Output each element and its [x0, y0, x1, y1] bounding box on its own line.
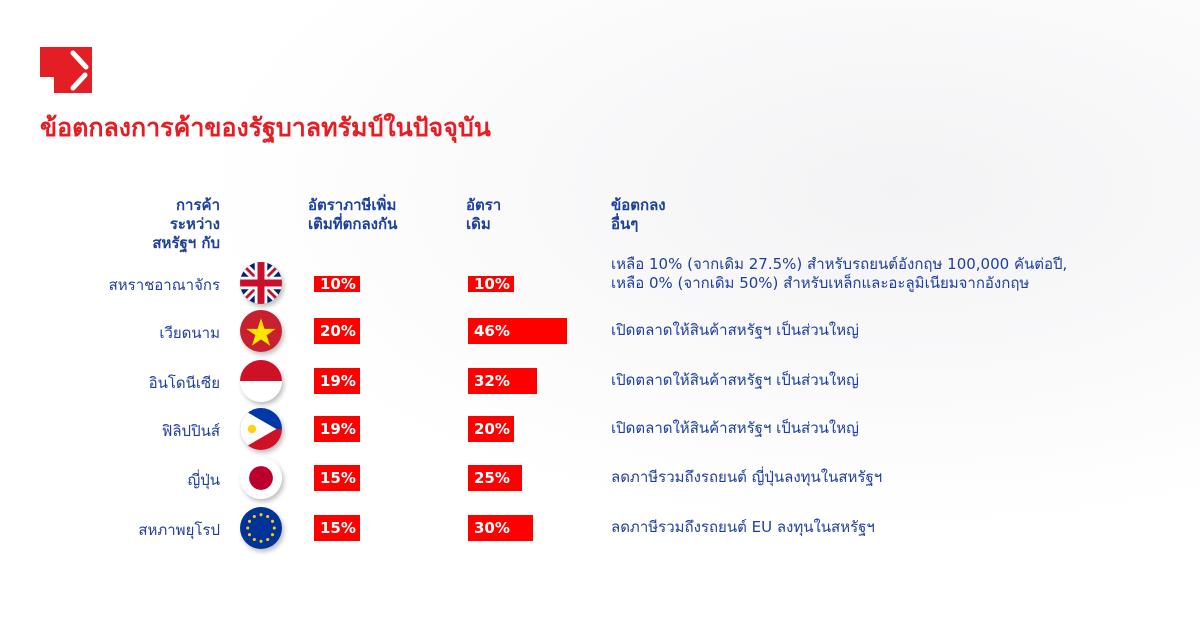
agreed-rate-label: 10% [320, 275, 356, 293]
philippines-flag-icon [240, 408, 282, 450]
table-row: เวียดนาม 20% 46% เปิดตลาดให้สินค้าสหรัฐฯ… [0, 309, 1200, 353]
header-original: อัตรา เดิม [466, 196, 501, 234]
original-rate-label: 46% [474, 322, 510, 340]
country-name: อินโดนีเซีย [148, 374, 220, 392]
country-name: เวียดนาม [159, 324, 220, 342]
header-line: สหรัฐฯ กับ [152, 234, 220, 252]
agreed-rate-label: 15% [320, 469, 356, 487]
uk-flag-icon [240, 262, 282, 304]
header-line: ระหว่าง [169, 215, 220, 233]
country-name: สหภาพยุโรป [138, 521, 220, 539]
original-rate-label: 25% [474, 469, 510, 487]
original-rate-bar: 32% [468, 368, 537, 394]
brand-logo [40, 47, 92, 93]
original-rate-label: 30% [474, 519, 510, 537]
indonesia-flag-icon [240, 360, 282, 402]
table-row: สหภาพยุโรป 15% 30% ลดภาษีรวมถึงรถยนต์ EU… [0, 506, 1200, 550]
agreed-rate-label: 15% [320, 519, 356, 537]
agreed-rate-bar: 19% [314, 368, 360, 394]
country-name: ญี่ปุ่น [187, 471, 220, 489]
other-agreement: เปิดตลาดให้สินค้าสหรัฐฯ เป็นส่วนใหญ่ [611, 419, 859, 438]
other-agreement: เปิดตลาดให้สินค้าสหรัฐฯ เป็นส่วนใหญ่ [611, 321, 859, 340]
header-line: อื่นๆ [611, 215, 639, 233]
agreed-rate-bar: 15% [314, 515, 360, 541]
original-rate-label: 32% [474, 372, 510, 390]
original-rate-bar: 25% [468, 465, 522, 491]
header-line: ข้อตกลง [611, 196, 666, 214]
original-rate-label: 20% [474, 420, 510, 438]
header-line: เดิม [466, 215, 491, 233]
original-rate-bar: 20% [468, 416, 514, 442]
agreed-rate-bar: 10% [314, 276, 360, 292]
agreed-rate-bar: 15% [314, 465, 360, 491]
page-title: ข้อตกลงการค้าของรัฐบาลทรัมป์ในปัจจุบัน [40, 113, 491, 142]
header-other: ข้อตกลง อื่นๆ [611, 196, 666, 234]
note-line: เปิดตลาดให้สินค้าสหรัฐฯ เป็นส่วนใหญ่ [611, 321, 859, 339]
agreed-rate-label: 19% [320, 372, 356, 390]
other-agreement: เปิดตลาดให้สินค้าสหรัฐฯ เป็นส่วนใหญ่ [611, 371, 859, 390]
table-row: อินโดนีเซีย 19% 32% เปิดตลาดให้สินค้าสหร… [0, 359, 1200, 403]
vietnam-flag-icon [240, 310, 282, 352]
agreed-rate-label: 20% [320, 322, 356, 340]
other-agreement: เหลือ 10% (จากเดิม 27.5%) สำหรับรถยนต์อั… [611, 255, 1067, 293]
header-country: การค้า ระหว่าง สหรัฐฯ กับ [152, 196, 220, 253]
header-agreed: อัตราภาษีเพิ่ม เติมที่ตกลงกัน [308, 196, 397, 234]
note-line: ลดภาษีรวมถึงรถยนต์ ญี่ปุ่นลงทุนในสหรัฐฯ [611, 468, 883, 486]
header-line: อัตรา [466, 196, 502, 214]
table-row: ญี่ปุ่น 15% 25% ลดภาษีรวมถึงรถยนต์ ญี่ปุ… [0, 456, 1200, 500]
other-agreement: ลดภาษีรวมถึงรถยนต์ EU ลงทุนในสหรัฐฯ [611, 518, 875, 537]
country-name: ฟิลิปปินส์ [161, 422, 220, 440]
table-row: สหราชอาณาจักร 10% 10% เหลือ 10% (จากเดิม… [0, 255, 1200, 305]
note-line: เหลือ 10% (จากเดิม 27.5%) สำหรับรถยนต์อั… [611, 255, 1068, 273]
note-line: ลดภาษีรวมถึงรถยนต์ EU ลงทุนในสหรัฐฯ [611, 518, 875, 536]
original-rate-label: 10% [474, 275, 510, 293]
note-line: เปิดตลาดให้สินค้าสหรัฐฯ เป็นส่วนใหญ่ [611, 419, 859, 437]
original-rate-bar: 46% [468, 318, 567, 344]
note-line: เปิดตลาดให้สินค้าสหรัฐฯ เป็นส่วนใหญ่ [611, 371, 859, 389]
original-rate-bar: 10% [468, 276, 514, 292]
other-agreement: ลดภาษีรวมถึงรถยนต์ ญี่ปุ่นลงทุนในสหรัฐฯ [611, 468, 882, 487]
header-line: อัตราภาษีเพิ่ม [308, 196, 397, 214]
agreed-rate-bar: 19% [314, 416, 360, 442]
header-line: การค้า [175, 196, 220, 214]
note-line: เหลือ 0% (จากเดิม 50%) สำหรับเหล็กและอะล… [611, 274, 1030, 292]
agreed-rate-bar: 20% [314, 318, 360, 344]
table-row: ฟิลิปปินส์ 19% 20% เปิดตลาดให้สินค้าสหรั… [0, 407, 1200, 451]
agreed-rate-label: 19% [320, 420, 356, 438]
header-line: เติมที่ตกลงกัน [308, 215, 398, 233]
eu-flag-icon [240, 507, 282, 549]
country-name: สหราชอาณาจักร [108, 276, 220, 294]
japan-flag-icon [240, 457, 282, 499]
original-rate-bar: 30% [468, 515, 533, 541]
